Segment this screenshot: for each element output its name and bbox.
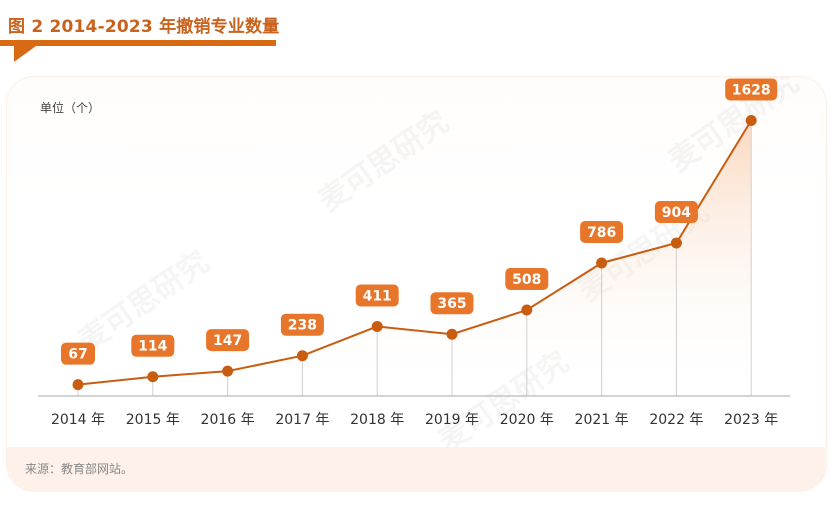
data-label: 786 bbox=[587, 225, 616, 241]
source-bar: 来源：教育部网站。 bbox=[7, 447, 825, 491]
data-label: 508 bbox=[512, 272, 541, 288]
x-tick-label: 2015 年 bbox=[126, 412, 180, 428]
data-label-box bbox=[725, 78, 778, 101]
data-label-box bbox=[61, 342, 95, 365]
data-label: 904 bbox=[662, 205, 691, 221]
data-label: 67 bbox=[68, 347, 87, 363]
data-point bbox=[147, 371, 159, 383]
data-point bbox=[222, 365, 234, 377]
data-label: 1628 bbox=[732, 82, 771, 98]
data-point bbox=[296, 350, 308, 362]
data-point bbox=[670, 237, 682, 249]
data-point bbox=[72, 379, 84, 391]
source-note: 来源：教育部网站。 bbox=[25, 462, 134, 476]
series-line bbox=[77, 119, 753, 386]
x-tick-label: 2019 年 bbox=[425, 412, 479, 428]
x-tick-label: 2018 年 bbox=[350, 412, 404, 428]
data-label: 114 bbox=[138, 339, 167, 355]
data-label-box bbox=[580, 220, 624, 243]
data-point bbox=[596, 257, 608, 269]
data-label-box bbox=[355, 284, 399, 307]
data-point bbox=[371, 320, 383, 332]
chart-title: 图 2 2014-2023 年撤销专业数量 bbox=[8, 17, 280, 37]
data-label-box bbox=[505, 268, 549, 291]
y-axis-unit-label: 单位（个） bbox=[40, 100, 100, 115]
x-tick-label: 2016 年 bbox=[201, 412, 255, 428]
data-label-box bbox=[131, 334, 175, 357]
x-tick-label: 2022 年 bbox=[649, 412, 703, 428]
x-tick-label: 2014 年 bbox=[51, 412, 105, 428]
data-label-box bbox=[280, 313, 324, 336]
x-tick-label: 2023 年 bbox=[724, 412, 778, 428]
data-label: 238 bbox=[288, 318, 317, 334]
data-point bbox=[446, 328, 458, 340]
title-underline-tail bbox=[14, 46, 36, 62]
data-point bbox=[745, 114, 757, 126]
data-label-box bbox=[654, 201, 698, 224]
data-label: 365 bbox=[437, 296, 466, 312]
data-label-box bbox=[430, 292, 474, 315]
title-underline bbox=[0, 40, 276, 46]
x-tick-label: 2017 年 bbox=[275, 412, 329, 428]
x-tick-label: 2021 年 bbox=[575, 412, 629, 428]
data-label: 411 bbox=[363, 288, 392, 304]
x-tick-label: 2020 年 bbox=[500, 412, 554, 428]
series-area bbox=[78, 120, 752, 397]
data-label: 147 bbox=[213, 333, 242, 349]
data-label-box bbox=[206, 329, 250, 352]
data-point bbox=[521, 304, 533, 316]
